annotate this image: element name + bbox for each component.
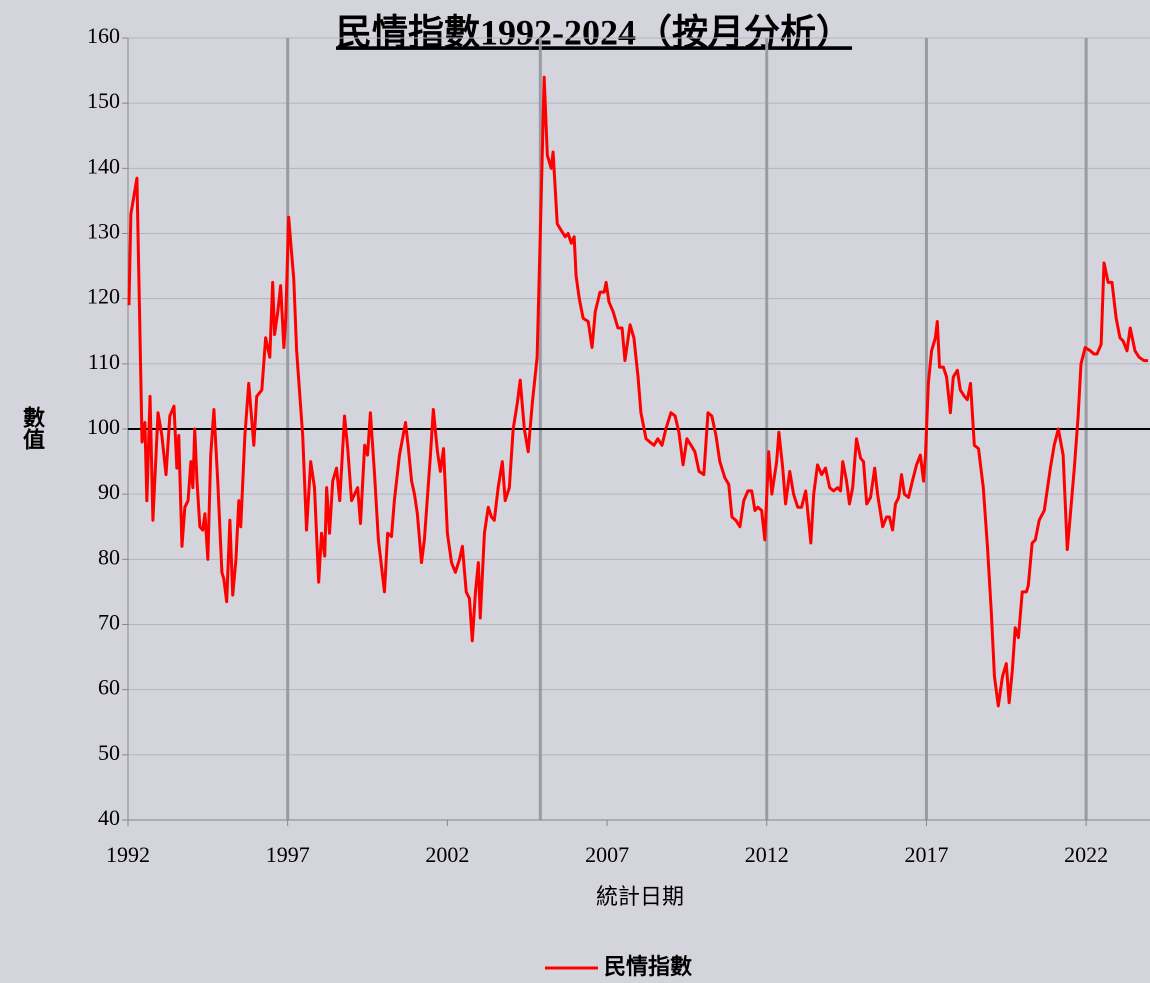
x-tick-label: 2007 xyxy=(585,842,629,867)
y-tick-label: 90 xyxy=(98,479,120,504)
y-tick-label: 50 xyxy=(98,740,120,765)
y-tick-label: 60 xyxy=(98,675,120,700)
legend-label: 民情指數 xyxy=(604,954,692,980)
y-tick-label: 120 xyxy=(87,284,120,309)
y-tick-label: 140 xyxy=(87,153,120,178)
y-tick-label: 130 xyxy=(87,219,120,244)
data-line xyxy=(127,75,1149,708)
chart-title: 民情指數1992-2024（按月分析） xyxy=(336,12,852,52)
x-tick-label: 1997 xyxy=(266,842,310,867)
x-tick-label: 2012 xyxy=(745,842,789,867)
x-tick-label: 2002 xyxy=(425,842,469,867)
x-tick-label: 1992 xyxy=(106,842,150,867)
y-tick-label: 80 xyxy=(98,544,120,569)
x-tick-label: 2017 xyxy=(904,842,948,867)
y-tick-label: 100 xyxy=(87,414,120,439)
x-tick-label: 2022 xyxy=(1064,842,1108,867)
y-tick-label: 160 xyxy=(87,23,120,48)
y-tick-label: 150 xyxy=(87,88,120,113)
y-tick-label: 40 xyxy=(98,805,120,830)
y-tick-label: 110 xyxy=(88,349,120,374)
y-tick-label: 70 xyxy=(98,610,120,635)
x-axis-label: 統計日期 xyxy=(596,885,684,910)
y-axis-label: 數值 xyxy=(19,406,45,451)
